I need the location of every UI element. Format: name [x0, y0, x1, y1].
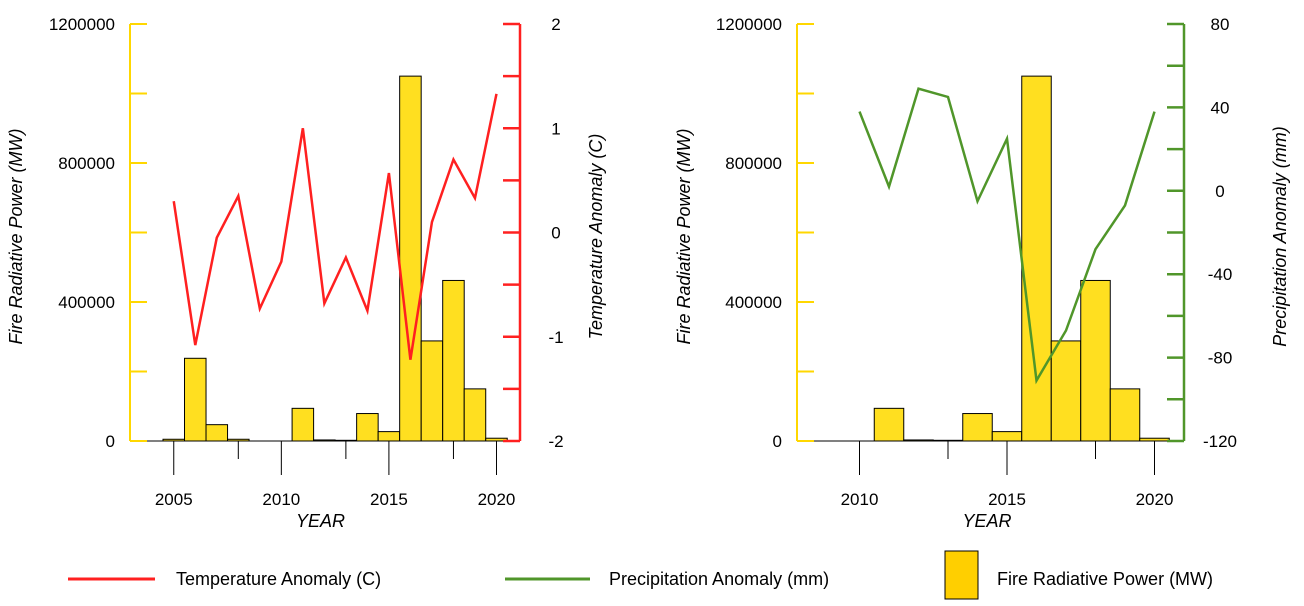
bar-2015 [378, 432, 400, 441]
x-tick-label: 2020 [478, 490, 516, 509]
x-tick-label: 2010 [262, 490, 300, 509]
bar-2019 [1110, 389, 1140, 441]
bar-2018 [1081, 280, 1111, 441]
right-axis-title: Precipitation Anomaly (mm) [1270, 126, 1290, 346]
left-tick-label: 0 [773, 432, 782, 451]
bar-2011 [874, 408, 904, 441]
left-tick-label: 1200000 [49, 15, 115, 34]
legend-frp-swatch [945, 551, 978, 599]
legend-frp-label: Fire Radiative Power (MW) [997, 569, 1213, 589]
x-tick-label: 2020 [1136, 490, 1174, 509]
right-tick-label: 1 [551, 119, 560, 138]
x-axis-title: YEAR [962, 511, 1011, 531]
bar-2014 [963, 414, 993, 441]
left-tick-label: 0 [106, 432, 115, 451]
bar-2015 [992, 432, 1022, 441]
x-tick-label: 2015 [370, 490, 408, 509]
right-axis-title: Temperature Anomaly (C) [586, 134, 606, 340]
precipitation-panel: 2010 2015 2020 YEAR 0 400000 800000 1200000 Fire… [674, 15, 1290, 531]
left-axis-title: Fire Radiative Power (MW) [674, 128, 694, 344]
temperature-panel: 2005 2010 2015 2020 YEAR 0 400000 800000 1200000… [6, 15, 606, 531]
left-axis-title: Fire Radiative Power (MW) [6, 128, 26, 344]
legend: Temperature Anomaly (C) Precipitation An… [68, 551, 1213, 599]
right-tick-label: -40 [1208, 265, 1233, 284]
x-axis-title: YEAR [296, 511, 345, 531]
bar-2007 [206, 425, 228, 441]
x-tick-label: 2010 [841, 490, 879, 509]
legend-precipitation-label: Precipitation Anomaly (mm) [609, 569, 829, 589]
right-tick-label: -2 [548, 432, 563, 451]
bar-2019 [464, 389, 486, 441]
bar-2016 [1022, 76, 1052, 441]
x-tick-label: 2005 [155, 490, 193, 509]
right-tick-label: -80 [1208, 349, 1233, 368]
right-tick-label: 0 [551, 224, 560, 243]
bar-2014 [357, 414, 379, 441]
right-tick-label: 80 [1211, 15, 1230, 34]
right-tick-label: 2 [551, 15, 560, 34]
left-tick-label: 800000 [58, 154, 115, 173]
x-tick-label: 2015 [988, 490, 1026, 509]
bar-2017 [421, 341, 443, 441]
bar-2006 [185, 358, 207, 441]
left-tick-label: 400000 [58, 293, 115, 312]
bar-2017 [1051, 341, 1081, 441]
legend-temperature-label: Temperature Anomaly (C) [176, 569, 381, 589]
right-tick-label: 0 [1215, 182, 1224, 201]
left-tick-label: 400000 [725, 293, 782, 312]
right-tick-label: -120 [1203, 432, 1237, 451]
bar-2011 [292, 408, 314, 441]
right-tick-label: -1 [548, 328, 563, 347]
right-tick-label: 40 [1211, 98, 1230, 117]
left-tick-label: 800000 [725, 154, 782, 173]
bar-2018 [443, 280, 465, 441]
left-tick-label: 1200000 [716, 15, 782, 34]
bar-2016 [400, 76, 422, 441]
